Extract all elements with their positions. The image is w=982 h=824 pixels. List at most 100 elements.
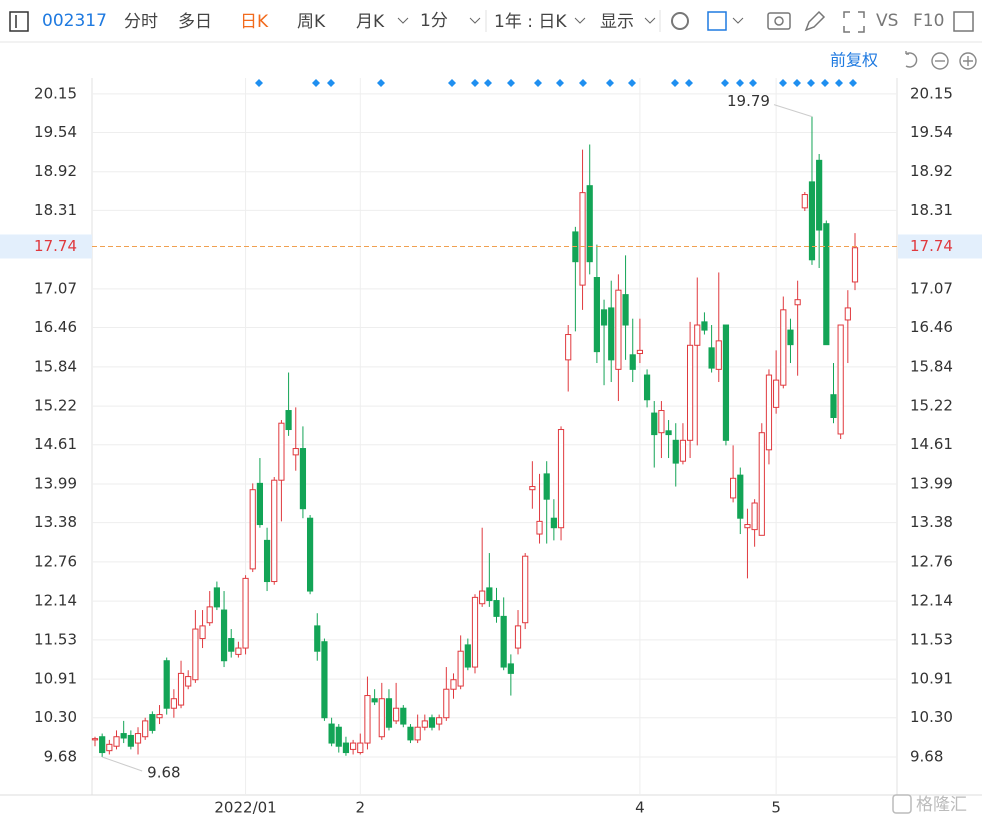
y-tick-label: 12.14 — [34, 592, 77, 610]
candle-body — [220, 609, 228, 662]
candle-body — [457, 650, 464, 687]
candle-body — [507, 663, 514, 674]
candle-body — [407, 726, 414, 741]
x-tick-label: 2 — [356, 799, 366, 817]
candle-body — [127, 734, 134, 747]
candle-body — [228, 638, 235, 652]
candle-body — [708, 347, 715, 369]
tab-active[interactable]: 日K — [240, 12, 269, 32]
candle-body — [306, 517, 314, 592]
tab[interactable]: 分时 — [124, 12, 158, 32]
candle-body — [249, 489, 256, 570]
y-tick-label-right: 18.31 — [910, 201, 953, 219]
tab[interactable]: 月K — [356, 12, 385, 32]
stock-code[interactable]: 002317 — [42, 11, 107, 31]
candles — [91, 116, 859, 757]
event-marker — [471, 79, 479, 87]
max-label: 19.79 — [727, 92, 770, 110]
x-tick-label: 2022/01 — [214, 799, 276, 817]
event-marker — [628, 79, 636, 87]
y-tick-label: 14.61 — [34, 435, 77, 453]
candle-body — [321, 641, 328, 719]
candle-body — [522, 555, 529, 624]
y-tick-label: 10.91 — [34, 670, 77, 688]
candle-body — [536, 520, 543, 535]
overlay: 17.74 17.74 19.79 9.68 — [0, 92, 982, 781]
tab[interactable]: 周K — [297, 12, 326, 32]
menu-icon[interactable] — [9, 11, 29, 32]
y-tick-label-right: 16.46 — [910, 318, 953, 336]
min-label: 9.68 — [147, 763, 180, 781]
candle-body — [242, 577, 249, 649]
y-tick-label-right: 12.76 — [910, 552, 953, 570]
candle-body — [615, 289, 622, 370]
candle-body — [285, 410, 292, 431]
pen-icon[interactable] — [804, 10, 826, 32]
candle-body — [364, 695, 371, 744]
interval[interactable]: 1分 — [420, 11, 448, 31]
candle-body — [493, 600, 500, 617]
display[interactable]: 显示 — [600, 12, 634, 32]
candle-body — [837, 324, 844, 435]
range[interactable]: 1年 : 日K — [494, 12, 567, 32]
current-price-bg — [898, 234, 982, 259]
vs-button[interactable]: VS — [876, 11, 898, 31]
candle-body — [91, 738, 99, 741]
candle-body — [765, 374, 773, 451]
event-marker — [849, 79, 857, 87]
camera-icon — [774, 16, 784, 26]
candle-body — [142, 720, 149, 738]
candle-body — [177, 672, 185, 706]
candle-body — [328, 723, 335, 744]
candle-body — [579, 192, 586, 286]
candle-body — [808, 181, 816, 261]
candle-body — [844, 307, 851, 321]
x-tick-label: 4 — [635, 799, 645, 817]
current-price-label-right: 17.74 — [910, 237, 953, 255]
settings-icon[interactable] — [671, 12, 689, 30]
y-tick-label-right: 11.53 — [910, 630, 953, 648]
candle-body — [199, 625, 206, 640]
event-marker — [448, 79, 456, 87]
y-tick-label-right: 12.14 — [910, 592, 953, 610]
candle-body — [206, 606, 213, 624]
candle-body — [751, 502, 758, 531]
candle-body — [730, 477, 737, 499]
dropdown-arrow — [732, 17, 744, 24]
zoom-in-icon[interactable] — [959, 52, 977, 70]
event-marker — [507, 79, 515, 87]
y-tick-label: 18.31 — [34, 201, 77, 219]
candle-body — [830, 394, 837, 418]
candle-body — [758, 432, 765, 536]
candle-body — [486, 587, 493, 602]
adjust-button[interactable]: 前复权 — [830, 51, 878, 70]
fullscreen-icon[interactable] — [843, 11, 865, 33]
draw-rect-icon[interactable] — [707, 11, 727, 31]
reset-icon[interactable] — [905, 51, 918, 68]
candle-body — [801, 194, 808, 209]
candle-body — [794, 299, 801, 306]
candle-body — [113, 736, 120, 747]
candle-body — [679, 439, 687, 462]
zoom-out-icon[interactable] — [931, 52, 949, 70]
y-tick-label: 16.46 — [34, 318, 77, 336]
candle-body — [823, 223, 830, 346]
candle-body — [651, 412, 658, 436]
candle-body — [163, 660, 170, 709]
y-tick-label-right: 15.84 — [910, 357, 953, 375]
tab[interactable]: 多日 — [178, 12, 212, 32]
candle-body — [120, 733, 127, 739]
y-tick-label-right: 15.22 — [910, 397, 953, 415]
candle-body — [471, 596, 479, 668]
camera-icon[interactable] — [767, 12, 791, 30]
y-tick-label-right: 17.07 — [910, 279, 953, 297]
f10-button[interactable]: F10 — [913, 11, 944, 31]
dropdown-arrow — [469, 17, 481, 24]
candle-body — [271, 479, 278, 583]
event-marker — [721, 79, 729, 87]
candle-body — [722, 324, 730, 441]
candle-body — [371, 698, 378, 703]
candle-body — [235, 647, 242, 655]
zoom-in-icon — [963, 56, 973, 66]
panel-icon[interactable] — [953, 11, 974, 32]
